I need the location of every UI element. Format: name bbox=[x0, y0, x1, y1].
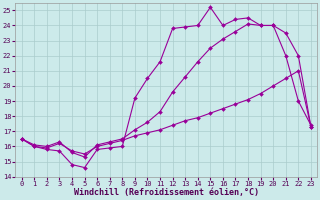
X-axis label: Windchill (Refroidissement éolien,°C): Windchill (Refroidissement éolien,°C) bbox=[74, 188, 259, 197]
